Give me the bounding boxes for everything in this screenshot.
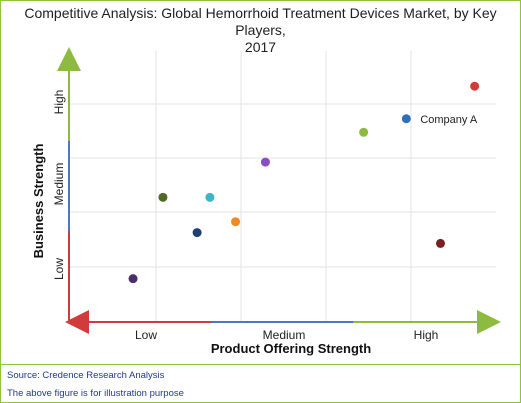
y-tick-label: High xyxy=(52,90,66,115)
x-tick-label: High xyxy=(414,328,439,342)
x-tick-label: Low xyxy=(135,328,157,342)
y-tick-label: Low xyxy=(52,258,66,280)
axes xyxy=(57,47,501,334)
data-point xyxy=(158,192,168,202)
illustration-note: The above figure is for illustration pur… xyxy=(7,388,184,399)
data-point xyxy=(470,81,480,91)
data-point xyxy=(231,217,241,227)
data-point xyxy=(128,274,138,284)
chart-title-text: Competitive Analysis: Global Hemorrhoid … xyxy=(24,5,497,38)
data-points: Company A xyxy=(128,81,480,284)
data-point xyxy=(260,157,270,167)
tick-labels: Low Medium High Low Medium High xyxy=(52,90,438,342)
grid xyxy=(69,51,496,322)
scatter-plot: Low Medium High Low Medium High Company A Pro… xyxy=(31,47,501,356)
x-axis-label: Product Offering Strength xyxy=(211,341,371,356)
y-axis-label: Business Strength xyxy=(31,144,46,259)
y-tick-label: Medium xyxy=(52,163,66,206)
x-tick-label: Medium xyxy=(263,328,306,342)
chart-title-year: 2017 xyxy=(244,39,277,55)
data-point xyxy=(359,127,369,137)
footer: Source: Credence Research Analysis The a… xyxy=(1,364,520,403)
point-label: Company A xyxy=(420,114,478,126)
data-point xyxy=(192,228,202,238)
data-point xyxy=(435,238,445,248)
chart-title: Competitive Analysis: Global Hemorrhoid … xyxy=(1,5,520,56)
source-note: Source: Credence Research Analysis xyxy=(7,370,165,381)
data-point xyxy=(401,114,411,124)
data-point xyxy=(205,192,215,202)
